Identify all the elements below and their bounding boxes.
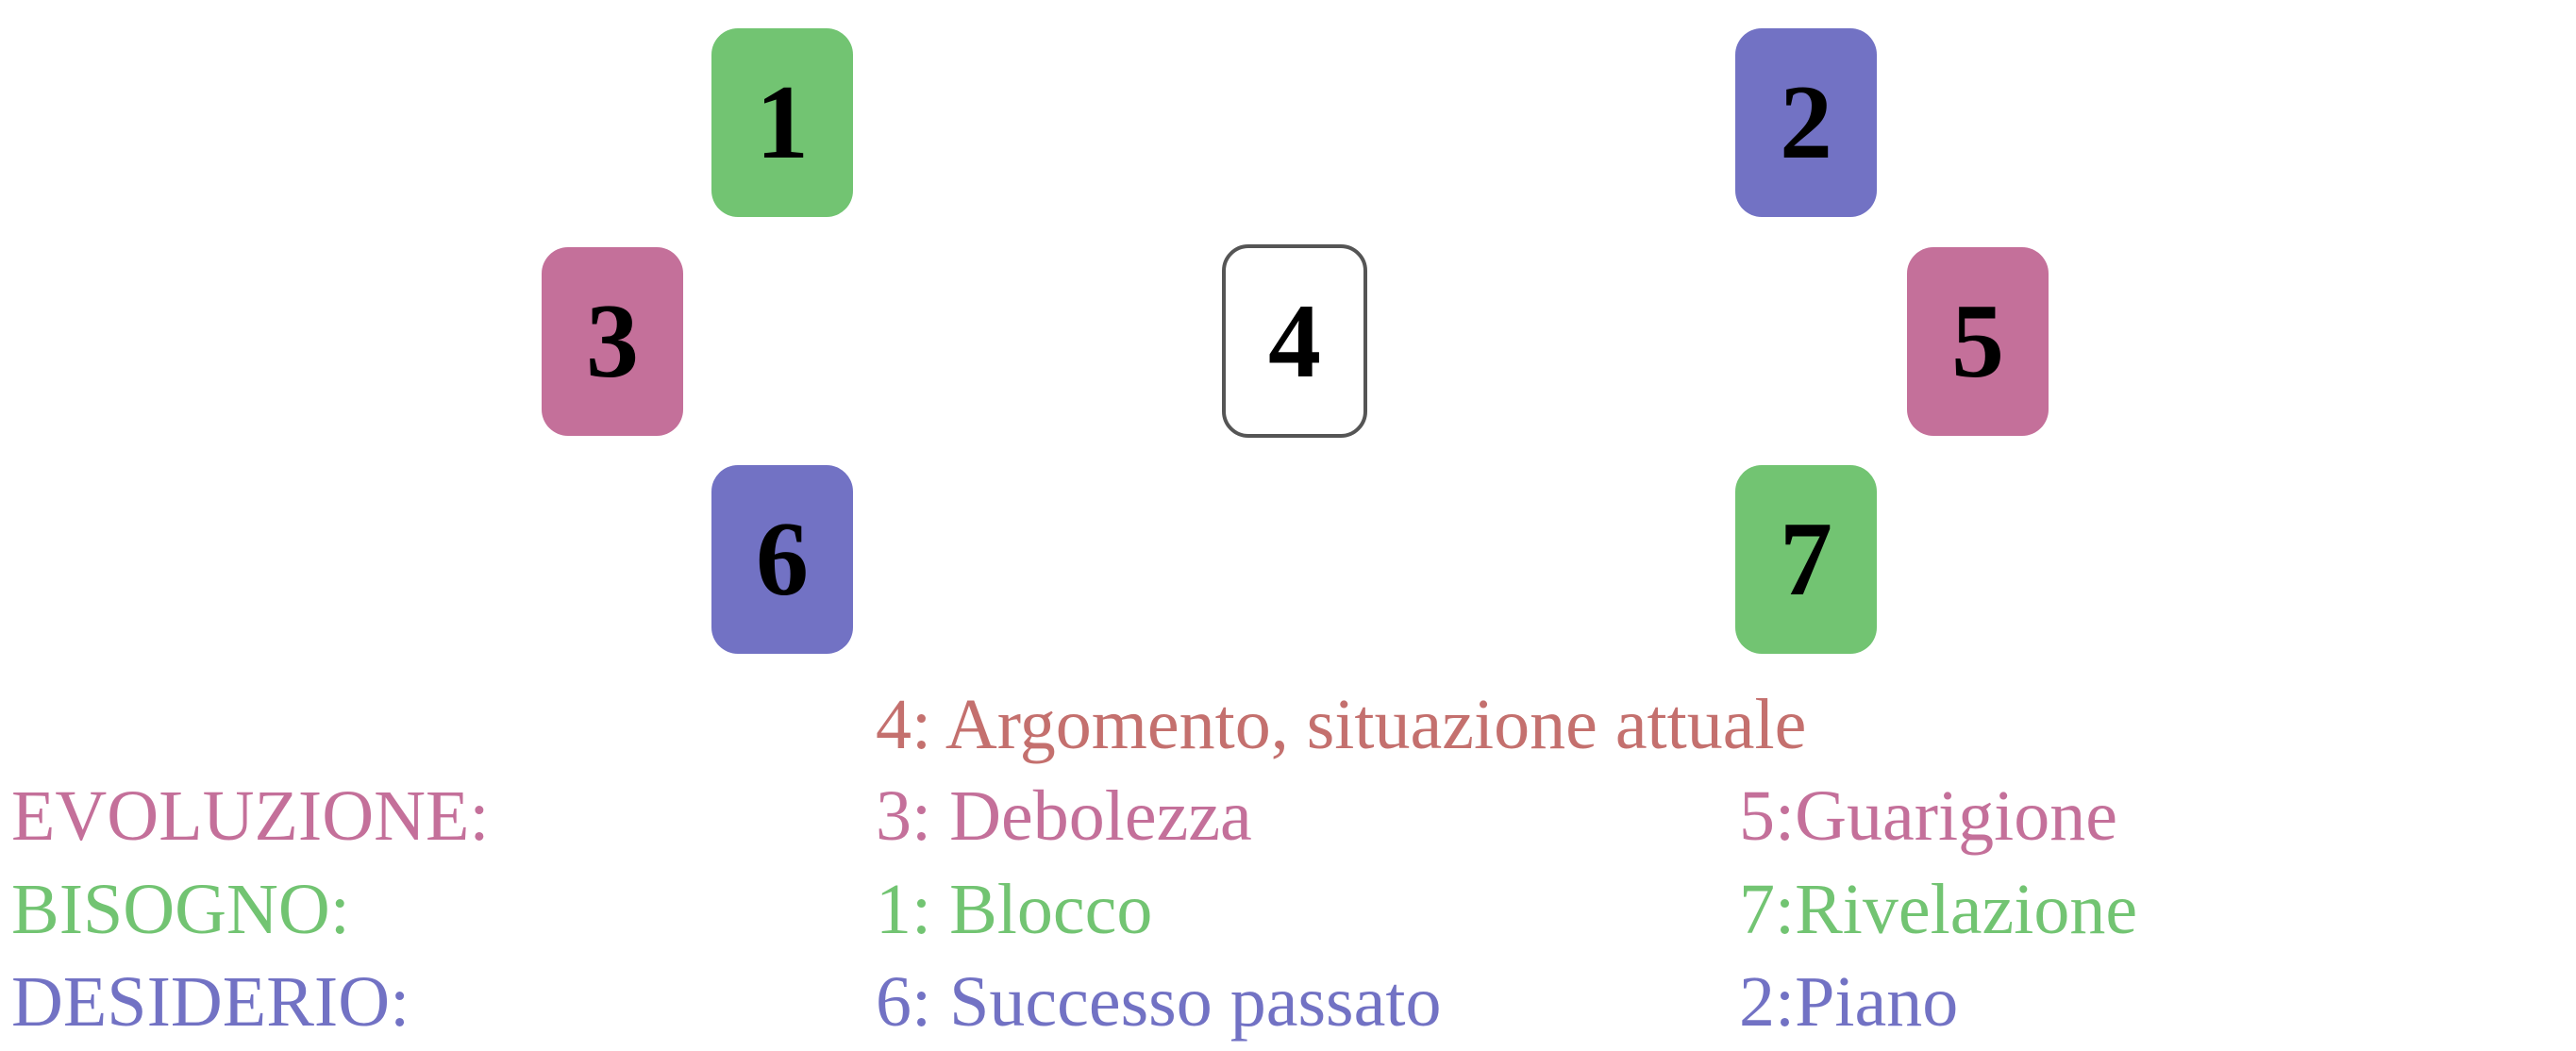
card-5: 5: [1907, 247, 2049, 436]
card-number: 1: [756, 64, 809, 181]
card-1: 1: [711, 28, 853, 217]
legend-argomento: 4: Argomento, situazione attuale: [876, 685, 1807, 764]
card-number: 5: [1951, 283, 2004, 400]
legend-desiderio-left: 6: Successo passato: [876, 962, 1442, 1042]
card-number: 4: [1268, 282, 1321, 400]
legend-evoluzione-label: EVOLUZIONE:: [11, 776, 490, 856]
card-6: 6: [711, 465, 853, 654]
legend-bisogno-right: 7:Rivelazione: [1739, 870, 2138, 949]
card-3: 3: [542, 247, 683, 436]
card-number: 2: [1780, 64, 1832, 181]
legend-desiderio-right: 2:Piano: [1739, 962, 1959, 1042]
card-number: 7: [1780, 501, 1832, 618]
card-number: 6: [756, 501, 809, 618]
legend-desiderio-label: DESIDERIO:: [11, 962, 410, 1042]
legend-bisogno-left: 1: Blocco: [876, 870, 1153, 949]
card-4: 4: [1222, 244, 1367, 438]
card-7: 7: [1735, 465, 1877, 654]
legend-evoluzione-right: 5:Guarigione: [1739, 776, 2118, 856]
card-number: 3: [586, 283, 639, 400]
card-2: 2: [1735, 28, 1877, 217]
legend-bisogno-label: BISOGNO:: [11, 870, 350, 949]
legend-evoluzione-left: 3: Debolezza: [876, 776, 1252, 856]
